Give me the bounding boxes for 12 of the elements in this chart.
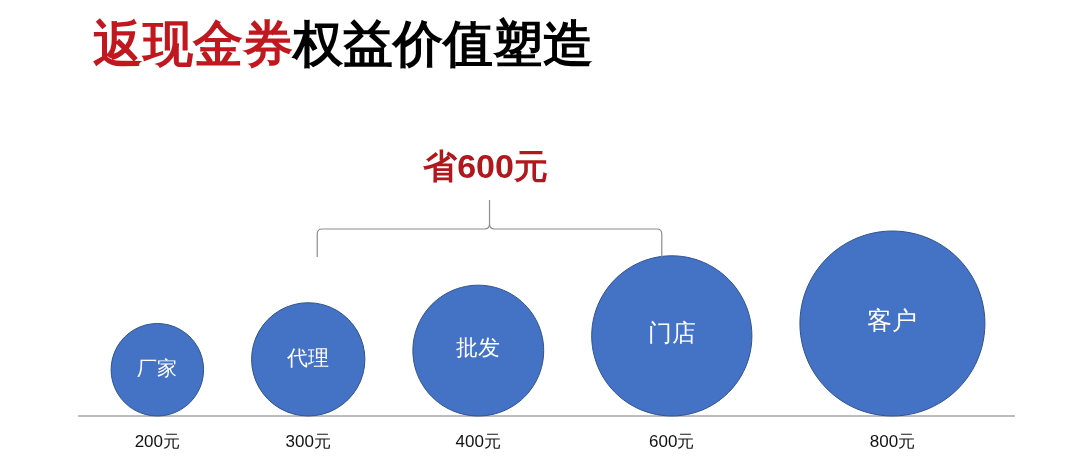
data-label: 400元 (455, 431, 501, 451)
category-label: 门店 (647, 319, 696, 347)
data-label: 800元 (869, 431, 916, 451)
data-label: 300元 (285, 431, 331, 451)
category-label: 代理 (286, 345, 330, 369)
data-label: 200元 (134, 431, 181, 451)
category-label: 批发 (456, 335, 501, 361)
text: 省600元 (423, 147, 548, 185)
text: 返现金券权益价值塑造 (93, 16, 593, 72)
data-label: 600元 (649, 431, 695, 451)
category-label: 客户 (867, 305, 918, 334)
category-label: 厂家 (137, 356, 178, 379)
